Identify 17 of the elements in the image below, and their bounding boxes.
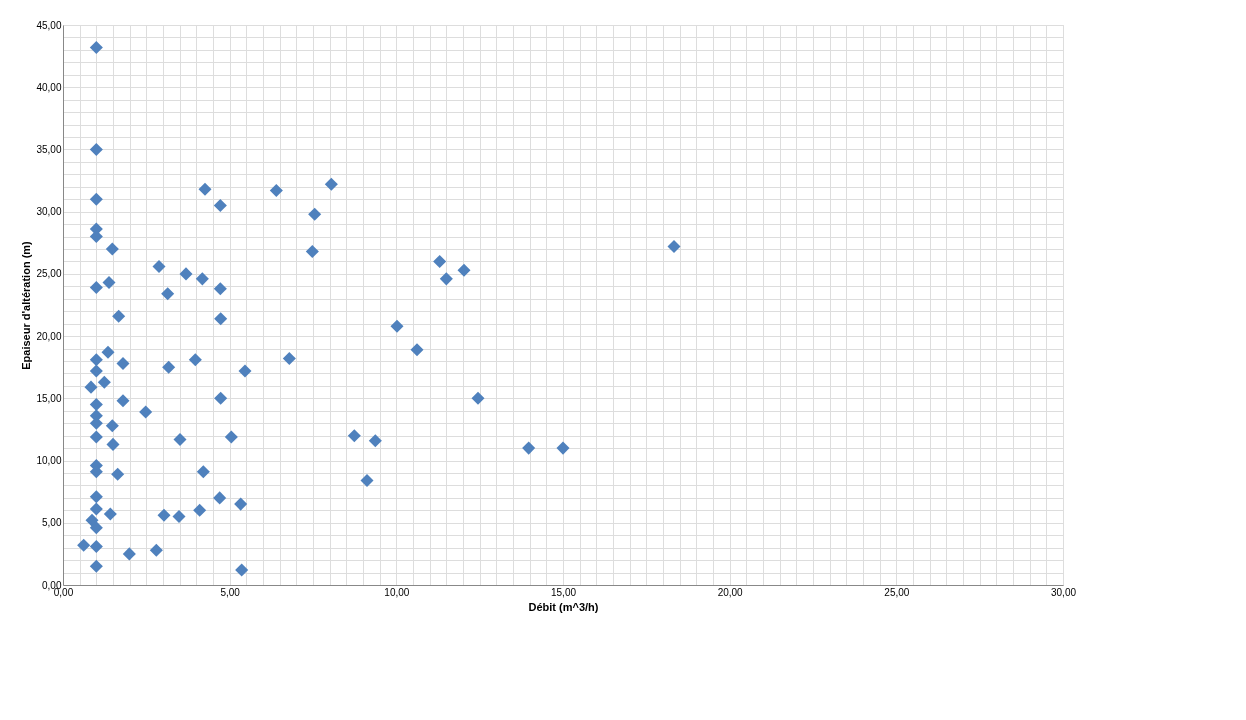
y-tick-label: 20,00 — [36, 330, 62, 342]
x-tick-label: 5,00 — [220, 586, 241, 598]
x-axis-title: Débit (m^3/h) — [528, 600, 599, 613]
x-tick-label: 30,00 — [1050, 586, 1077, 598]
x-tick-label: 10,00 — [384, 586, 410, 598]
y-tick-label: 25,00 — [36, 268, 62, 280]
x-tick-label: 25,00 — [884, 586, 910, 598]
x-tick-label: 15,00 — [550, 586, 577, 598]
y-tick-label: 40,00 — [36, 81, 62, 93]
y-tick-label: 5,00 — [42, 517, 62, 529]
y-tick-label: 35,00 — [36, 143, 62, 155]
x-tick-label: 20,00 — [717, 586, 744, 598]
y-tick-label: 15,00 — [36, 392, 62, 404]
y-tick-label: 45,00 — [36, 19, 62, 31]
y-tick-label: 30,00 — [36, 206, 62, 218]
y-axis-title: Epaiseur d'altération (m) — [20, 240, 33, 370]
y-tick-label: 10,00 — [36, 455, 62, 467]
